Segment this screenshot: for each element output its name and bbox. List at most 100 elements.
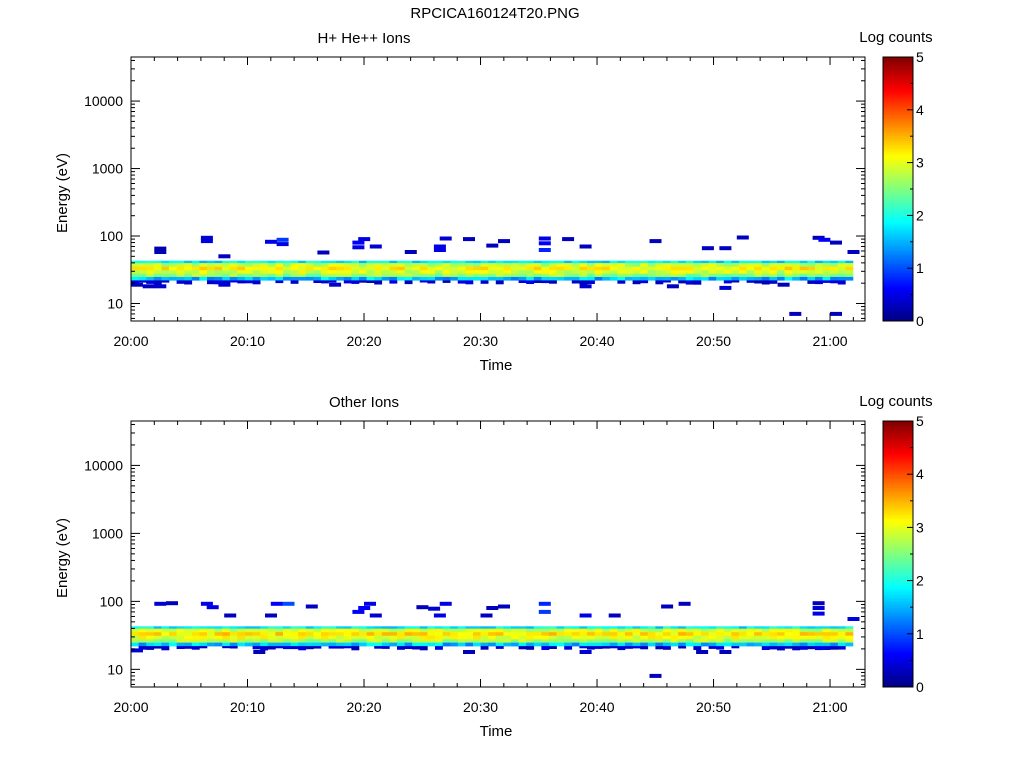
heatmap-cell [719, 285, 732, 290]
heatmap-cell [731, 273, 740, 277]
heatmap-cell [746, 626, 755, 629]
heatmap-cell [214, 273, 223, 277]
heatmap-cell [739, 273, 747, 277]
heatmap-cell [549, 280, 557, 284]
heatmap-cell [571, 262, 580, 267]
heatmap-cell [746, 262, 755, 267]
heatmap-cell [632, 628, 641, 633]
heatmap-cell [366, 269, 375, 274]
colorbar-step [883, 425, 913, 429]
heatmap-cell [556, 276, 565, 281]
heatmap-cell [343, 280, 352, 284]
heatmap-cell [214, 260, 223, 264]
heatmap-cell [412, 646, 421, 650]
colorbar-step [883, 261, 913, 265]
heatmap-cell [784, 266, 793, 271]
heatmap-cell [473, 269, 481, 274]
colorbar-step [883, 585, 913, 588]
heatmap-cell [229, 628, 238, 633]
heatmap-cell [305, 626, 314, 629]
heatmap-cell [389, 280, 398, 284]
heatmap-cell [609, 262, 618, 267]
heatmap-cell [602, 626, 611, 629]
heatmap-cell [260, 628, 269, 633]
heatmap-cell [579, 628, 588, 633]
heatmap-cell [486, 606, 499, 610]
heatmap-cell [435, 646, 443, 650]
heatmap-cell [609, 628, 618, 633]
x-tick-label: 20:20 [346, 333, 381, 349]
heatmap-cell [511, 262, 519, 267]
heatmap-cell [290, 280, 299, 284]
heatmap-cell [328, 273, 337, 277]
heatmap-cell [359, 273, 367, 277]
heatmap-cell [822, 646, 831, 650]
colorbar-step [883, 259, 913, 262]
colorbar-step [883, 138, 913, 141]
heatmap-cell [176, 646, 185, 649]
heatmap-cell [685, 639, 694, 643]
heatmap-cell [649, 239, 662, 244]
heatmap-cell [761, 269, 770, 274]
colorbar-step [883, 184, 913, 188]
heatmap-cell [321, 631, 329, 636]
colorbar-step [883, 525, 913, 528]
colorbar-step [883, 175, 913, 179]
heatmap-cell [670, 639, 679, 643]
heatmap-cell [138, 626, 147, 629]
heatmap-cell [526, 626, 535, 629]
colorbar-step [883, 90, 913, 93]
y-tick-label: 1000 [92, 161, 123, 177]
heatmap-cell [488, 276, 497, 281]
colorbar-step [883, 644, 913, 648]
heatmap-cell [670, 269, 679, 274]
heatmap-cell [792, 260, 801, 264]
heatmap-cell [351, 260, 360, 264]
heatmap-cell [511, 276, 519, 281]
heatmap-cell [723, 260, 732, 264]
heatmap-cell [625, 273, 633, 277]
heatmap-cell [564, 266, 573, 271]
heatmap-cell [837, 266, 846, 271]
heatmap-cell [609, 276, 618, 281]
heatmap-cell [495, 266, 504, 271]
colorbar-step [883, 202, 913, 205]
heatmap-cell [685, 628, 694, 633]
colorbar-step [883, 591, 913, 595]
heatmap-cell [845, 626, 854, 629]
colorbar-step [883, 596, 913, 599]
heatmap-cell [275, 646, 284, 649]
colorbar-step [883, 123, 913, 126]
heatmap-cell [245, 631, 253, 636]
heatmap-cell [343, 635, 352, 640]
colorbar-step [883, 151, 913, 155]
heatmap-cell [207, 269, 215, 274]
heatmap-cell [503, 642, 512, 647]
heatmap-cell [283, 631, 291, 636]
heatmap-cell [845, 276, 854, 281]
heatmap-cell [416, 605, 429, 610]
heatmap-cell [161, 646, 170, 651]
heatmap-cell [792, 646, 801, 651]
heatmap-cell [511, 626, 519, 629]
heatmap-cell [815, 260, 823, 264]
heatmap-cell [442, 266, 451, 271]
heatmap-cell [374, 276, 383, 281]
heatmap-cell [176, 276, 185, 281]
heatmap-cell [298, 639, 307, 643]
heatmap-cell [222, 642, 231, 647]
heatmap-cell [412, 626, 421, 629]
heatmap-cell [146, 646, 155, 650]
heatmap-cell [381, 642, 390, 647]
heatmap-cell [723, 639, 732, 643]
heatmap-cell [754, 266, 763, 271]
heatmap-cell [412, 273, 421, 277]
heatmap-cell [328, 262, 337, 267]
heatmap-cell [579, 280, 588, 285]
heatmap-cell [845, 631, 854, 636]
heatmap-cell [754, 260, 763, 264]
heatmap-cell [784, 639, 793, 643]
heatmap-cell [792, 276, 801, 281]
colorbar-step [883, 230, 913, 234]
